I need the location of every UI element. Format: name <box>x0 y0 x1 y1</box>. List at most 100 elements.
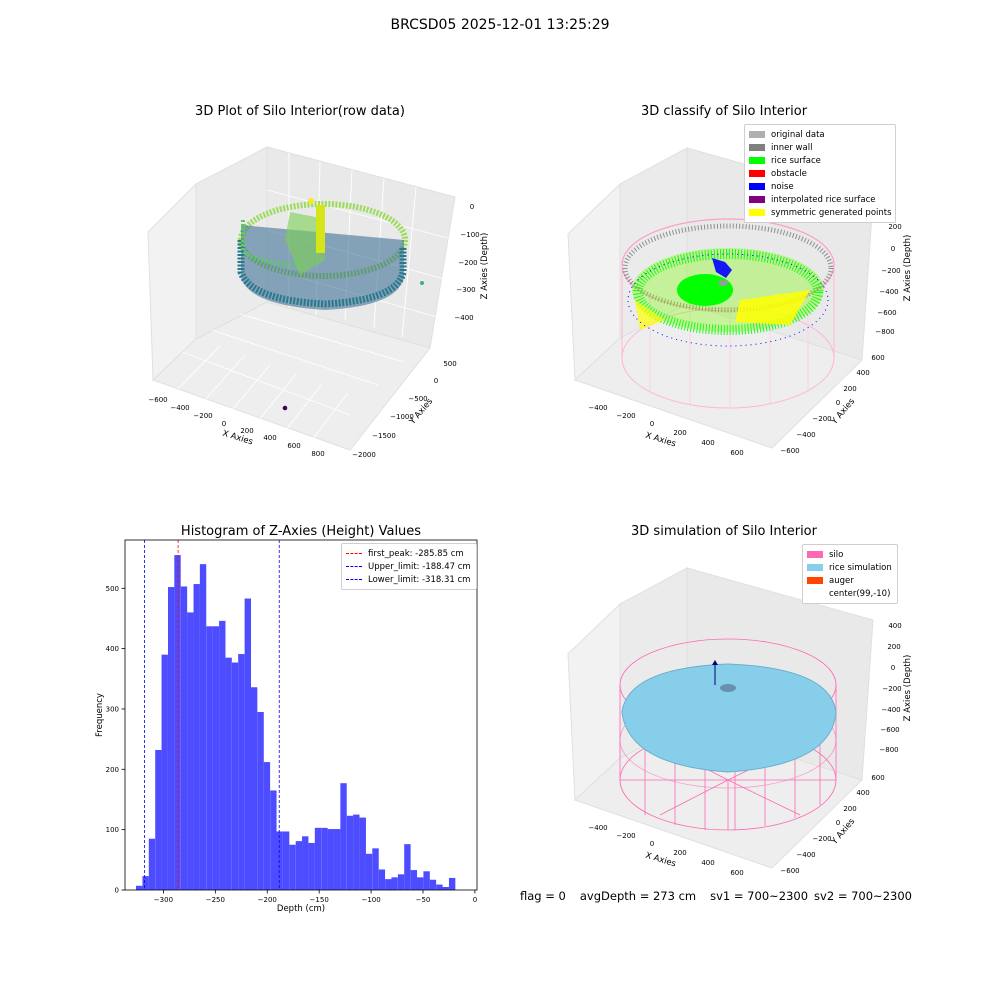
classify-ztick-1: 200 <box>888 223 901 231</box>
histogram-bar <box>359 817 366 890</box>
x-tick-label: −200 <box>258 896 277 904</box>
raw-xtick-7: 600 <box>287 442 300 450</box>
histogram-xticks: −300 −250 −200 −150 −100 −50 0 <box>154 890 477 904</box>
sim-xtick-6: 600 <box>730 869 743 877</box>
classify-xtick-1: −400 <box>588 404 607 412</box>
raw-xtick-1: −600 <box>148 396 167 404</box>
auger-arrow-icon <box>712 660 718 665</box>
y-tick-label: 200 <box>106 766 119 774</box>
sim-ztick-1: 400 <box>888 622 901 630</box>
histogram-bar <box>161 654 168 890</box>
swatch <box>749 196 765 203</box>
histogram-bar <box>334 829 341 890</box>
swatch <box>807 577 823 584</box>
histogram-bar <box>270 790 277 890</box>
classify-ytick-4: 0 <box>836 399 840 407</box>
raw-ytick-2: 0 <box>434 377 438 385</box>
sim-xtick-5: 400 <box>701 859 714 867</box>
classify-ztick-3: −200 <box>881 267 900 275</box>
raw-ztick-4: −300 <box>456 286 475 294</box>
x-tick-label: −250 <box>206 896 225 904</box>
swatch <box>749 131 765 138</box>
sim-ztick-6: −600 <box>880 726 899 734</box>
histogram-bar <box>385 879 392 890</box>
raw-ytick-1: 500 <box>443 360 456 368</box>
legend-item-lower-limit: Lower_limit: -318.31 cm <box>346 573 472 586</box>
histogram-bar <box>148 838 156 890</box>
x-tick-label: −100 <box>361 896 380 904</box>
auger-cluster <box>720 684 736 692</box>
raw-ztick-5: −400 <box>454 314 473 322</box>
histogram-bar <box>219 620 226 890</box>
y-tick-label: 500 <box>106 585 119 593</box>
sim-xtick-3: 0 <box>650 840 654 848</box>
sim-zlabel: Z Axies (Depth) <box>903 655 913 722</box>
raw-ytick-5: −1500 <box>372 432 396 440</box>
raw-ztick-3: −200 <box>458 259 477 267</box>
simulation-plot-title: 3D simulation of Silo Interior <box>631 524 817 539</box>
classify-ytick-1: 600 <box>871 354 884 362</box>
histogram-bar <box>282 831 290 890</box>
sim-ztick-5: −400 <box>881 706 900 714</box>
classify-ytick-2: 400 <box>856 369 869 377</box>
line-swatch <box>346 566 362 567</box>
histogram-bar <box>193 584 200 890</box>
raw-xtick-6: 400 <box>263 434 276 442</box>
flag-status: flag = 0 <box>520 889 566 903</box>
sim-ytick-4: 0 <box>836 819 840 827</box>
histogram-bar <box>378 869 386 890</box>
raw-xtick-5: 200 <box>240 427 253 435</box>
sim-ztick-2: 200 <box>887 643 900 651</box>
sim-ytick-5: −200 <box>812 835 831 843</box>
classify-silo-wireframe <box>621 218 835 409</box>
histogram-bar <box>212 626 220 890</box>
histogram-bar <box>442 886 449 890</box>
raw-floor-pane <box>152 301 431 451</box>
raw-ytick-3: −500 <box>408 395 427 403</box>
histogram-frame <box>124 539 478 891</box>
line-swatch <box>346 579 362 580</box>
histogram-bar <box>250 687 258 890</box>
classify-zlabel: Z Axies (Depth) <box>903 235 913 302</box>
swatch <box>749 144 765 151</box>
legend-item-symmetric: symmetric generated points <box>749 206 892 219</box>
histogram-bar <box>397 874 405 890</box>
swatch <box>807 551 823 558</box>
classify-plot-title: 3D classify of Silo Interior <box>640 104 808 119</box>
classify-xtick-4: 200 <box>673 429 686 437</box>
histogram-bar <box>448 877 456 890</box>
histogram-bar <box>244 598 252 890</box>
classify-ztick-6: −800 <box>875 328 894 336</box>
histogram-bar <box>365 853 373 890</box>
sv1-range: sv1 = 700~2300 <box>710 889 809 903</box>
classify-ytick-3: 200 <box>843 385 856 393</box>
raw-ytick-4: −1000 <box>390 413 414 421</box>
histogram-bar <box>276 831 283 890</box>
legend-item-original-data: original data <box>749 128 891 141</box>
histogram-bar <box>327 829 334 890</box>
rice-simulation-mesh <box>621 663 837 773</box>
raw-plot-title: 3D Plot of Silo Interior(row data) <box>195 104 405 119</box>
legend-item-inner-wall: inner wall <box>749 141 891 154</box>
histogram-xlabel: Depth (cm) <box>277 904 325 914</box>
histogram-bar <box>142 876 149 890</box>
histogram-bar <box>263 762 271 890</box>
legend-item-center: center(99,-10) <box>807 587 893 600</box>
y-tick-label: 100 <box>106 826 119 834</box>
classify-xtick-5: 400 <box>701 439 714 447</box>
figure-title: BRCSD05 2025-12-01 13:25:29 <box>390 17 610 33</box>
simulation-legend: silo rice simulation auger center(99,-10… <box>802 544 898 604</box>
histogram-bar <box>302 836 309 890</box>
histogram-vlines <box>144 540 280 890</box>
histogram-bar <box>231 662 239 890</box>
swatch <box>749 170 765 177</box>
histogram-ylabel: Frequency <box>95 693 105 737</box>
legend-item-rice-surface: rice surface <box>749 154 891 167</box>
sim-ytick-6: −400 <box>796 851 815 859</box>
raw-xtick-2: −400 <box>170 404 189 412</box>
histogram-legend: first_peak: -285.85 cm Upper_limit: -188… <box>341 543 477 590</box>
histogram-title: Histogram of Z-Axies (Height) Values <box>180 524 422 539</box>
sim-xtick-1: −400 <box>588 824 607 832</box>
